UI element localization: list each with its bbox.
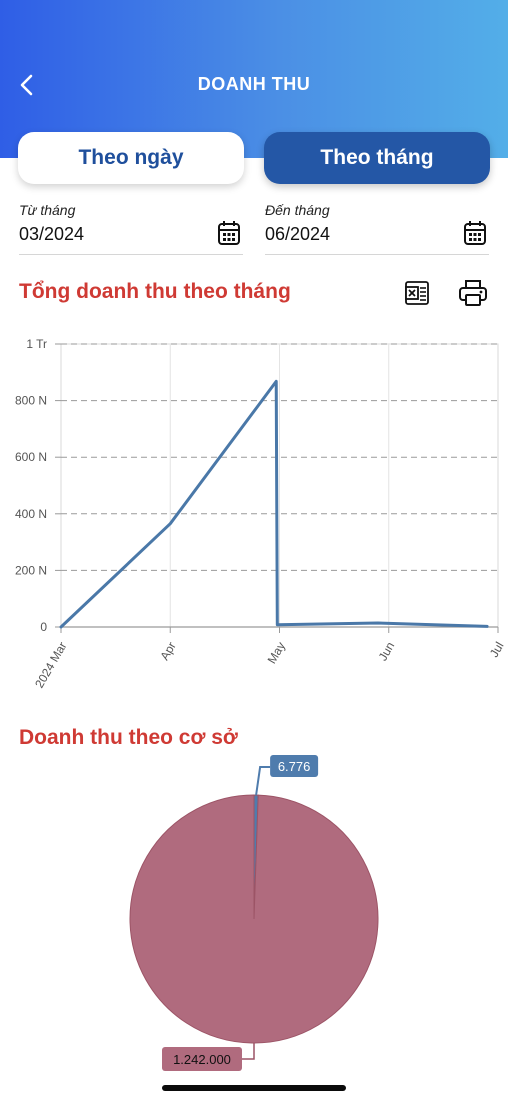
y-tick-label: 400 N — [15, 507, 47, 521]
x-tick-label: Jul — [487, 640, 507, 660]
x-tick-label: Jun — [376, 640, 398, 664]
x-tick-label: May — [265, 640, 288, 667]
revenue-line — [59, 379, 489, 629]
home-indicator — [162, 1085, 346, 1091]
pie-label-large: 1.242.000 — [173, 1052, 231, 1067]
from-month-value: 03/2024 — [19, 224, 85, 244]
excel-export-button[interactable] — [400, 276, 434, 310]
pie-slice — [129, 794, 379, 1044]
tab-by-day[interactable]: Theo ngày — [18, 132, 244, 184]
to-month-value: 06/2024 — [265, 224, 331, 244]
calendar-icon[interactable] — [463, 220, 487, 246]
print-button[interactable] — [456, 276, 490, 310]
branch-revenue-title: Doanh thu theo cơ sở — [19, 726, 238, 749]
from-month-label: Từ tháng — [19, 202, 76, 218]
pie-label-small: 6.776 — [278, 759, 311, 774]
x-tick-label: Apr — [157, 640, 178, 663]
chevron-left-icon — [20, 74, 33, 96]
header-bar — [0, 0, 508, 158]
pie-label-box — [270, 755, 319, 778]
to-month-label: Đến tháng — [265, 202, 330, 218]
y-tick-label: 200 N — [15, 563, 47, 577]
x-tick-label: 2024 Mar — [32, 640, 69, 691]
y-tick-label: 1 Tr — [26, 337, 47, 351]
pie-label-connector — [242, 1043, 255, 1060]
monthly-revenue-line-chart: 0 200 N 400 N 600 N 800 N 1 Tr 2024 Mar Apr May J… — [15, 337, 507, 691]
pie-label-connector — [255, 766, 271, 796]
from-month-field[interactable]: Từ tháng 03/2024 — [19, 200, 243, 255]
y-tick-label: 600 N — [15, 450, 47, 464]
y-tick-label: 800 N — [15, 394, 47, 408]
monthly-revenue-title: Tổng doanh thu theo tháng — [19, 280, 291, 303]
calendar-icon[interactable] — [217, 220, 241, 246]
tab-by-month[interactable]: Theo tháng — [264, 132, 490, 184]
y-tick-label: 0 — [40, 620, 47, 634]
printer-icon — [459, 280, 487, 306]
to-month-field[interactable]: Đến tháng 06/2024 — [265, 200, 489, 255]
page-title: DOANH THU — [197, 74, 311, 94]
pie-label-box — [162, 1047, 242, 1071]
branch-revenue-pie-chart: 6.776 1.242.000 — [129, 755, 379, 1071]
excel-export-icon — [405, 281, 429, 305]
back-button[interactable] — [10, 68, 44, 102]
